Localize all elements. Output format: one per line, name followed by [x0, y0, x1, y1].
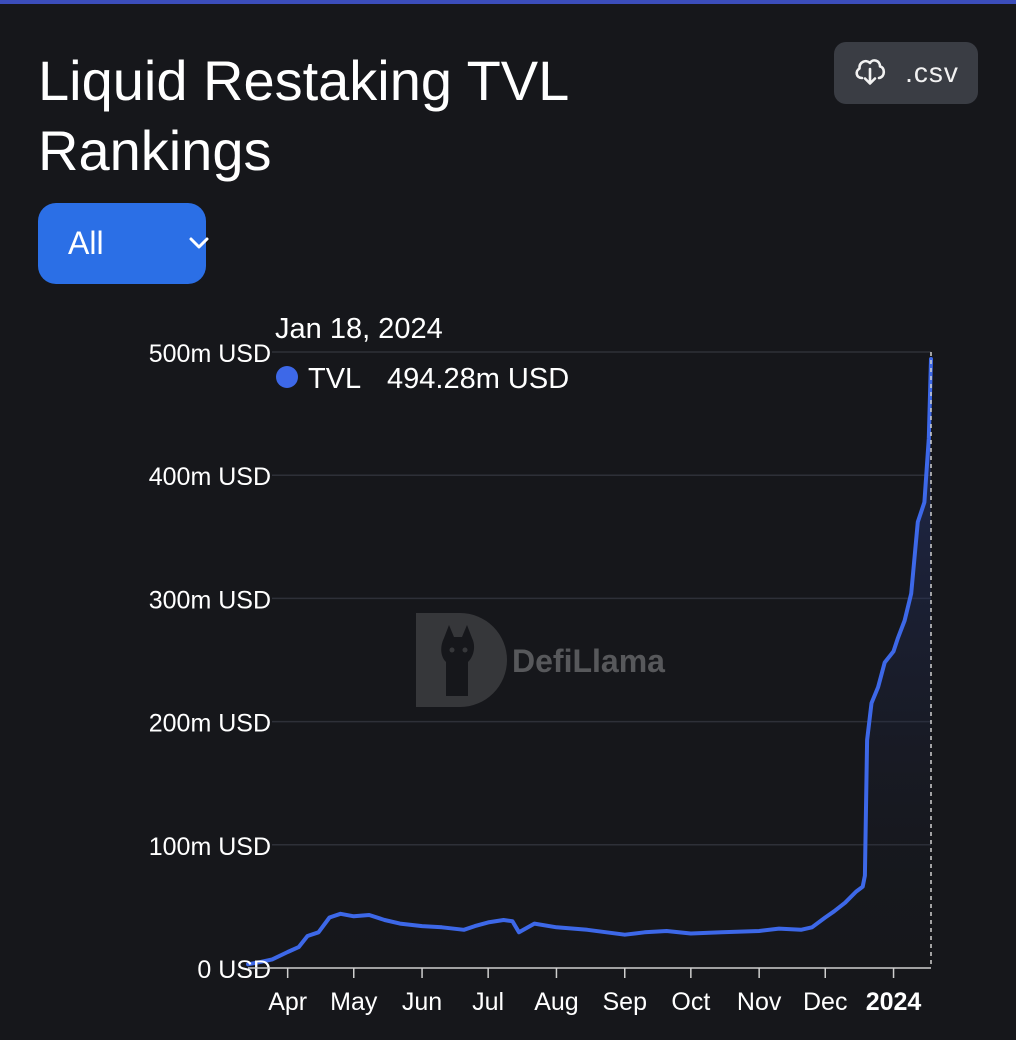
tvl-area-chart[interactable]: DefiLlama 0 USD 100m USD 200m USD 300m USD 4… — [0, 300, 1016, 1040]
x-tick-label: Sep — [603, 988, 647, 1016]
tooltip-series-name: TVL — [308, 363, 361, 395]
y-tick-label: 200m USD — [149, 710, 271, 738]
x-tick-label: Jul — [472, 988, 504, 1016]
tooltip-date: Jan 18, 2024 — [275, 313, 443, 345]
top-accent-stripe — [0, 0, 1016, 4]
download-csv-button[interactable]: .csv — [834, 42, 978, 104]
cloud-download-icon — [853, 56, 887, 91]
page-title: Liquid Restaking TVL Rankings — [38, 49, 568, 182]
y-tick-label: 400m USD — [149, 463, 271, 491]
x-tick-label: Nov — [737, 988, 782, 1016]
x-tick-label: Oct — [671, 988, 710, 1016]
download-csv-label: .csv — [905, 57, 959, 88]
defillama-watermark: DefiLlama — [416, 613, 665, 707]
y-tick-label: 100m USD — [149, 833, 271, 861]
llama-logo-icon — [416, 613, 507, 707]
tvl-series-line — [246, 357, 933, 967]
chevron-down-icon — [188, 235, 210, 256]
category-filter-label: All — [68, 225, 104, 261]
y-tick-label: 500m USD — [149, 340, 271, 368]
watermark-text: DefiLlama — [512, 643, 665, 679]
x-tick-label: May — [330, 988, 378, 1016]
chart-tooltip: Jan 18, 2024 TVL 494.28m USD — [275, 313, 569, 395]
tooltip-series-marker — [276, 366, 298, 388]
x-tick-label: Aug — [534, 988, 578, 1016]
x-tick-label: Jun — [402, 988, 442, 1016]
tvl-area-fill — [248, 359, 931, 968]
x-tick-label: 2024 — [866, 988, 922, 1016]
x-tick-label: Dec — [803, 988, 847, 1016]
tooltip-value: 494.28m USD — [387, 363, 569, 395]
y-tick-label: 300m USD — [149, 586, 271, 614]
category-filter-dropdown[interactable]: All — [38, 203, 209, 284]
y-tick-label: 0 USD — [197, 956, 271, 984]
x-tick-label: Apr — [268, 988, 307, 1016]
